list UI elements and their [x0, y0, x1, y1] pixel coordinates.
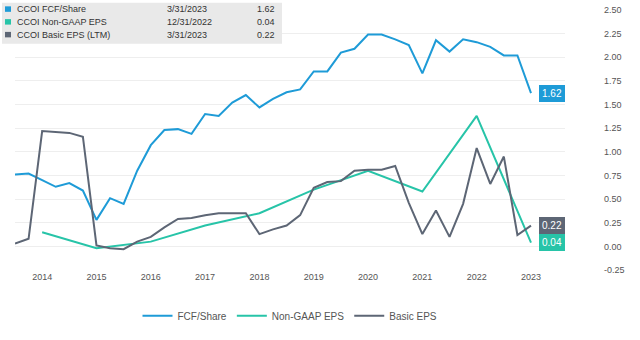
svg-text:2.25: 2.25 [604, 29, 622, 39]
svg-text:CCOI FCF/Share: CCOI FCF/Share [17, 4, 86, 14]
svg-text:Non-GAAP EPS: Non-GAAP EPS [272, 311, 344, 322]
svg-text:1.62: 1.62 [257, 4, 275, 14]
svg-text:0.22: 0.22 [257, 30, 275, 40]
svg-text:0.00: 0.00 [604, 242, 622, 252]
svg-text:2020: 2020 [358, 272, 378, 282]
svg-text:0.22: 0.22 [542, 220, 562, 231]
svg-text:1.50: 1.50 [604, 100, 622, 110]
svg-text:2.00: 2.00 [604, 52, 622, 62]
svg-text:2022: 2022 [467, 272, 487, 282]
svg-text:FCF/Share: FCF/Share [178, 311, 227, 322]
svg-text:2018: 2018 [249, 272, 269, 282]
svg-text:1.25: 1.25 [604, 123, 622, 133]
svg-text:12/31/2022: 12/31/2022 [167, 17, 212, 27]
svg-text:2019: 2019 [304, 272, 324, 282]
svg-text:1.00: 1.00 [604, 147, 622, 157]
svg-text:3/31/2023: 3/31/2023 [167, 30, 207, 40]
svg-text:2016: 2016 [141, 272, 161, 282]
svg-text:2023: 2023 [521, 272, 541, 282]
svg-text:2021: 2021 [412, 272, 432, 282]
svg-text:2.50: 2.50 [604, 5, 622, 15]
svg-text:-0.25: -0.25 [604, 265, 625, 275]
svg-text:CCOI Non-GAAP EPS: CCOI Non-GAAP EPS [17, 17, 107, 27]
svg-text:Basic EPS: Basic EPS [389, 311, 437, 322]
svg-text:1.75: 1.75 [604, 76, 622, 86]
svg-text:0.04: 0.04 [257, 17, 275, 27]
svg-text:2014: 2014 [32, 272, 52, 282]
svg-text:2015: 2015 [86, 272, 106, 282]
svg-text:CCOI Basic EPS (LTM): CCOI Basic EPS (LTM) [17, 30, 110, 40]
svg-text:0.75: 0.75 [604, 171, 622, 181]
svg-text:3/31/2023: 3/31/2023 [167, 4, 207, 14]
svg-text:0.50: 0.50 [604, 194, 622, 204]
svg-text:0.04: 0.04 [542, 237, 562, 248]
svg-text:2017: 2017 [195, 272, 215, 282]
svg-text:0.25: 0.25 [604, 218, 622, 228]
svg-text:1.62: 1.62 [542, 88, 562, 99]
